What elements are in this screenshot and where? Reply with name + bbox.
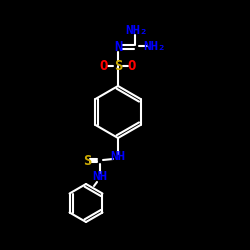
Text: O: O xyxy=(100,59,108,73)
Text: N: N xyxy=(114,40,122,54)
Text: S: S xyxy=(114,59,122,73)
Text: NH: NH xyxy=(110,150,126,164)
Text: NH: NH xyxy=(92,170,108,183)
Text: S: S xyxy=(83,154,91,168)
Text: NH₂: NH₂ xyxy=(144,40,166,52)
Text: NH₂: NH₂ xyxy=(126,24,148,36)
Text: O: O xyxy=(128,59,136,73)
